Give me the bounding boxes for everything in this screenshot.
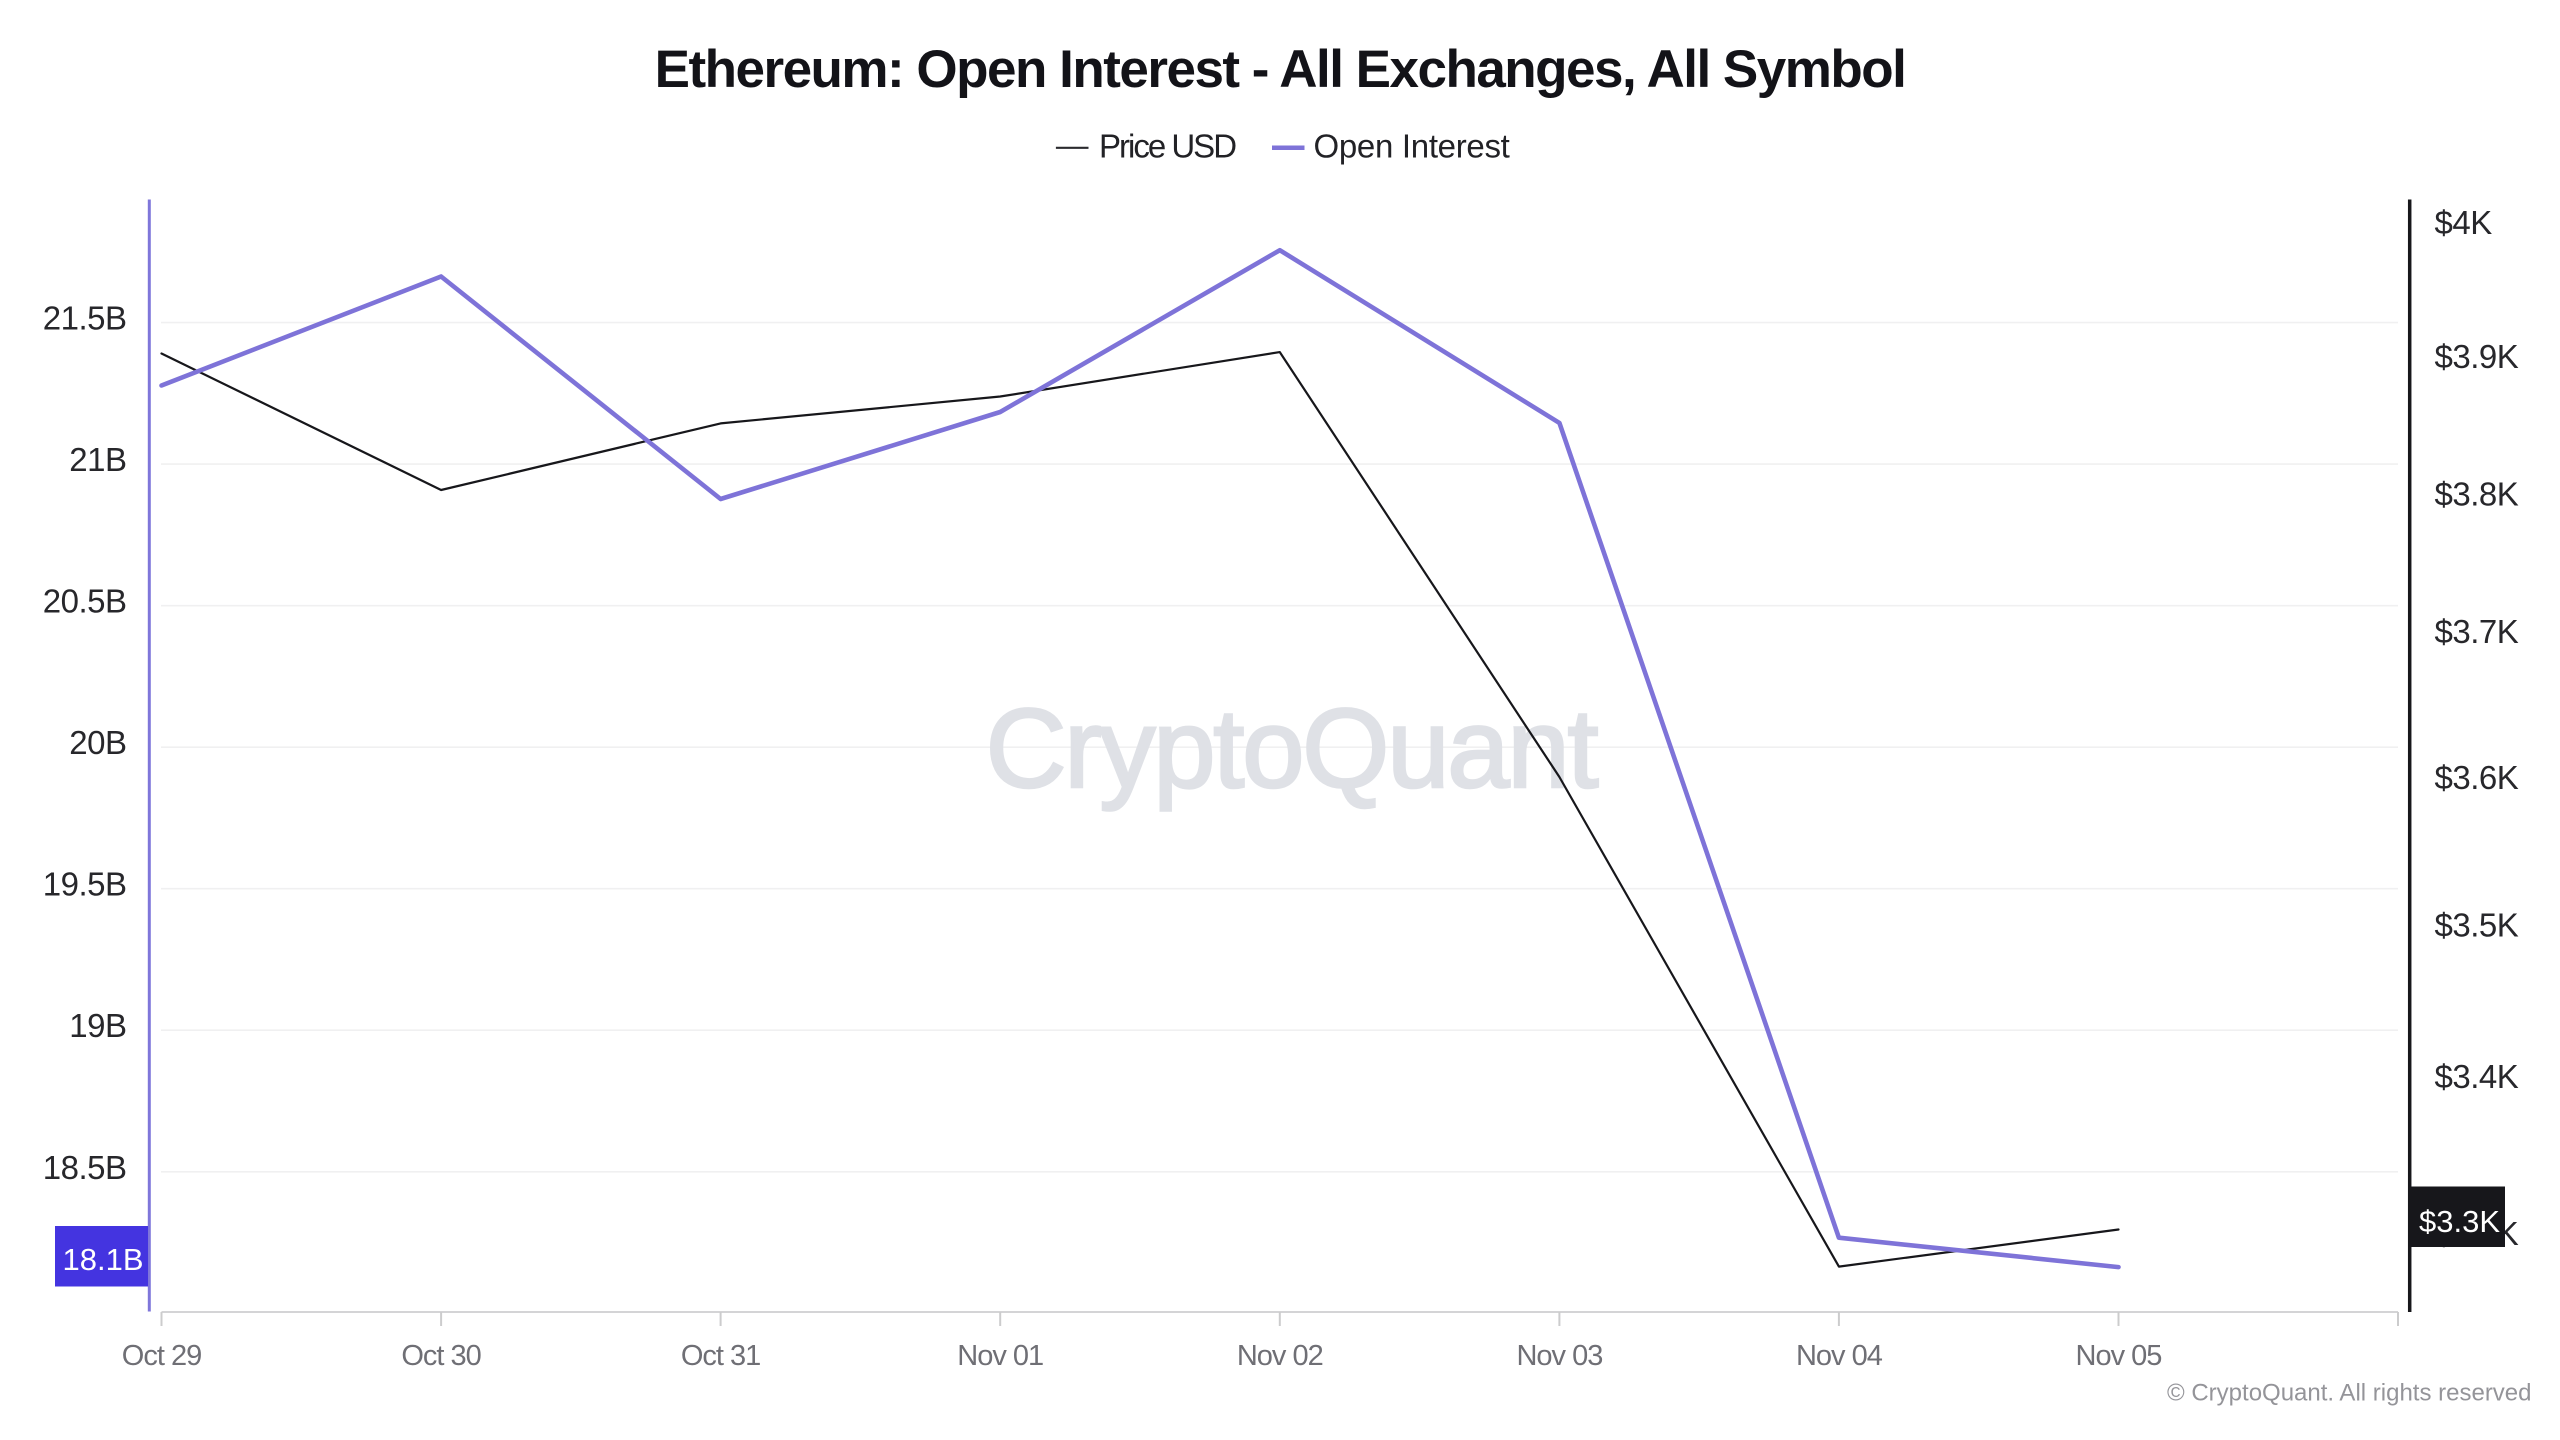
svg-text:Oct 30: Oct 30 bbox=[401, 1340, 480, 1372]
svg-text:Ethereum: Open Interest - All: Ethereum: Open Interest - All Exchanges,… bbox=[655, 40, 1906, 99]
svg-text:Open Interest: Open Interest bbox=[1314, 128, 1510, 165]
svg-text:$4K: $4K bbox=[2435, 204, 2493, 241]
svg-text:20.5B: 20.5B bbox=[43, 583, 127, 620]
svg-text:Nov 03: Nov 03 bbox=[1516, 1340, 1602, 1372]
svg-text:21B: 21B bbox=[69, 441, 126, 478]
svg-text:19.5B: 19.5B bbox=[43, 866, 127, 903]
svg-text:Oct 31: Oct 31 bbox=[681, 1340, 760, 1372]
svg-text:$3.9K: $3.9K bbox=[2435, 338, 2519, 375]
svg-text:Oct 29: Oct 29 bbox=[122, 1340, 201, 1372]
svg-text:18.1B: 18.1B bbox=[62, 1242, 143, 1277]
svg-text:$3.6K: $3.6K bbox=[2435, 759, 2519, 796]
svg-text:CryptoQuant: CryptoQuant bbox=[986, 686, 1599, 811]
svg-text:© CryptoQuant. All rights rese: © CryptoQuant. All rights reserved bbox=[2167, 1380, 2532, 1407]
svg-text:$3.8K: $3.8K bbox=[2435, 476, 2519, 513]
svg-text:$3.3K: $3.3K bbox=[2419, 1204, 2500, 1239]
svg-text:19B: 19B bbox=[69, 1007, 126, 1044]
svg-text:18.5B: 18.5B bbox=[43, 1149, 127, 1186]
svg-text:Price USD: Price USD bbox=[1099, 128, 1236, 165]
svg-text:$3.4K: $3.4K bbox=[2435, 1058, 2519, 1095]
svg-text:$3.5K: $3.5K bbox=[2435, 907, 2519, 944]
svg-text:20B: 20B bbox=[69, 724, 126, 761]
svg-text:Nov 05: Nov 05 bbox=[2076, 1340, 2162, 1372]
svg-text:$3.7K: $3.7K bbox=[2435, 613, 2519, 650]
svg-text:21.5B: 21.5B bbox=[43, 300, 127, 337]
svg-text:Nov 01: Nov 01 bbox=[957, 1340, 1043, 1372]
svg-text:Nov 02: Nov 02 bbox=[1237, 1340, 1323, 1372]
svg-text:Nov 04: Nov 04 bbox=[1796, 1340, 1883, 1372]
